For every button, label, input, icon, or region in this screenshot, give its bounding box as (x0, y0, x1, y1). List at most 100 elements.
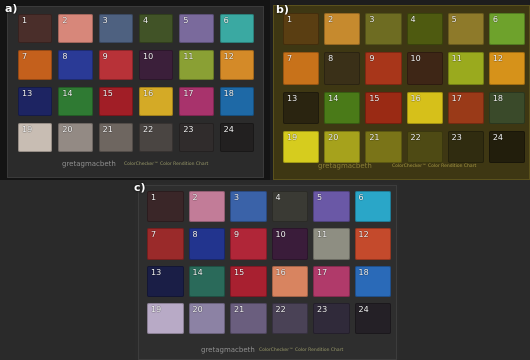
patch-number: 9 (103, 52, 108, 61)
color-patch: 13 (147, 266, 184, 297)
color-patch: 23 (448, 131, 484, 163)
color-patch: 8 (189, 228, 226, 259)
patch-number: 3 (369, 15, 374, 24)
patch-number: 18 (493, 94, 503, 103)
patch-number: 22 (143, 125, 153, 134)
color-patch: 24 (489, 131, 525, 163)
colorchecker-chart: 1 2 3 4 5 6 7 8 9 10 11 12 13 14 15 16 17 18 19 20 21 22 23 24 … (273, 5, 530, 180)
color-patch: 20 (58, 123, 92, 152)
patch-number: 23 (452, 133, 462, 142)
color-patch: 13 (283, 92, 319, 124)
patch-number: 2 (193, 193, 198, 202)
color-patch: 10 (272, 228, 309, 259)
patch-number: 21 (234, 305, 244, 314)
color-patch-grid: 1 2 3 4 5 6 7 8 9 10 11 12 13 14 15 16 17 18 19 20 21 22 23 24 (147, 191, 391, 334)
color-patch: 18 (489, 92, 525, 124)
patch-number: 13 (151, 268, 161, 277)
patch-number: 17 (317, 268, 327, 277)
patch-number: 1 (287, 15, 292, 24)
colorchecker-photo-a: 1 2 3 4 5 6 7 8 9 10 11 12 13 14 15 16 17 18 19 20 21 22 23 24 … (0, 0, 270, 180)
color-patch: 23 (179, 123, 213, 152)
patch-number: 16 (276, 268, 286, 277)
color-patch: 6 (355, 191, 392, 222)
panel-label-c: c) (134, 181, 146, 194)
patch-number: 5 (452, 15, 457, 24)
color-patch: 1 (18, 14, 52, 43)
color-patch: 14 (324, 92, 360, 124)
color-patch: 18 (220, 87, 254, 116)
patch-number: 6 (493, 15, 498, 24)
patch-number: 22 (411, 133, 421, 142)
patch-number: 12 (359, 230, 369, 239)
color-patch: 17 (313, 266, 350, 297)
color-patch: 15 (365, 92, 401, 124)
color-patch: 13 (18, 87, 52, 116)
color-patch-grid: 1 2 3 4 5 6 7 8 9 10 11 12 13 14 15 16 17 18 19 20 21 22 23 24 (18, 14, 254, 152)
color-patch: 3 (99, 14, 133, 43)
color-patch: 2 (324, 13, 360, 45)
color-patch: 11 (313, 228, 350, 259)
patch-number: 15 (103, 89, 113, 98)
color-patch: 9 (365, 52, 401, 84)
color-patch: 5 (313, 191, 350, 222)
patch-number: 1 (22, 16, 27, 25)
patch-number: 14 (193, 268, 203, 277)
color-patch: 20 (189, 303, 226, 334)
patch-number: 10 (276, 230, 286, 239)
panel-gap-right (399, 180, 530, 360)
patch-number: 12 (224, 52, 234, 61)
patch-number: 15 (369, 94, 379, 103)
color-patch: 16 (139, 87, 173, 116)
colorchecker-photo-c: 1 2 3 4 5 6 7 8 9 10 11 12 13 14 15 16 17 18 19 20 21 22 23 24 … (135, 183, 399, 360)
patch-number: 6 (224, 16, 229, 25)
color-patch: 16 (272, 266, 309, 297)
patch-number: 8 (328, 54, 333, 63)
chart-caption: ColorChecker™ Color Rendition Chart (392, 164, 476, 169)
color-patch: 7 (283, 52, 319, 84)
color-patch: 23 (313, 303, 350, 334)
patch-number: 11 (183, 52, 193, 61)
color-patch: 20 (324, 131, 360, 163)
color-patch: 15 (230, 266, 267, 297)
color-patch: 14 (189, 266, 226, 297)
color-patch: 6 (220, 14, 254, 43)
color-patch: 10 (139, 50, 173, 79)
color-patch: 5 (448, 13, 484, 45)
colorchecker-chart: 1 2 3 4 5 6 7 8 9 10 11 12 13 14 15 16 17 18 19 20 21 22 23 24 … (7, 6, 264, 178)
patch-number: 2 (62, 16, 67, 25)
patch-number: 9 (234, 230, 239, 239)
color-patch-grid: 1 2 3 4 5 6 7 8 9 10 11 12 13 14 15 16 17 18 19 20 21 22 23 24 (283, 13, 525, 163)
patch-number: 3 (103, 16, 108, 25)
color-patch: 19 (147, 303, 184, 334)
chart-caption: ColorChecker™ Color Rendition Chart (124, 162, 208, 167)
patch-number: 15 (234, 268, 244, 277)
patch-number: 4 (276, 193, 281, 202)
panel-label-b: b) (276, 3, 289, 16)
patch-number: 23 (317, 305, 327, 314)
patch-number: 21 (369, 133, 379, 142)
color-patch: 9 (230, 228, 267, 259)
patch-number: 14 (328, 94, 338, 103)
color-patch: 11 (448, 52, 484, 84)
panel-label-a: a) (5, 2, 17, 15)
color-patch: 12 (355, 228, 392, 259)
patch-number: 14 (62, 89, 72, 98)
patch-number: 7 (22, 52, 27, 61)
patch-number: 19 (22, 125, 32, 134)
patch-number: 7 (151, 230, 156, 239)
patch-number: 24 (359, 305, 369, 314)
color-patch: 8 (324, 52, 360, 84)
patch-number: 11 (317, 230, 327, 239)
color-patch: 22 (407, 131, 443, 163)
patch-number: 3 (234, 193, 239, 202)
patch-number: 21 (103, 125, 113, 134)
patch-number: 10 (143, 52, 153, 61)
color-patch: 9 (99, 50, 133, 79)
patch-number: 6 (359, 193, 364, 202)
color-patch: 7 (147, 228, 184, 259)
color-patch: 5 (179, 14, 213, 43)
patch-number: 20 (62, 125, 72, 134)
color-patch: 19 (18, 123, 52, 152)
patch-number: 5 (317, 193, 322, 202)
color-patch: 4 (407, 13, 443, 45)
